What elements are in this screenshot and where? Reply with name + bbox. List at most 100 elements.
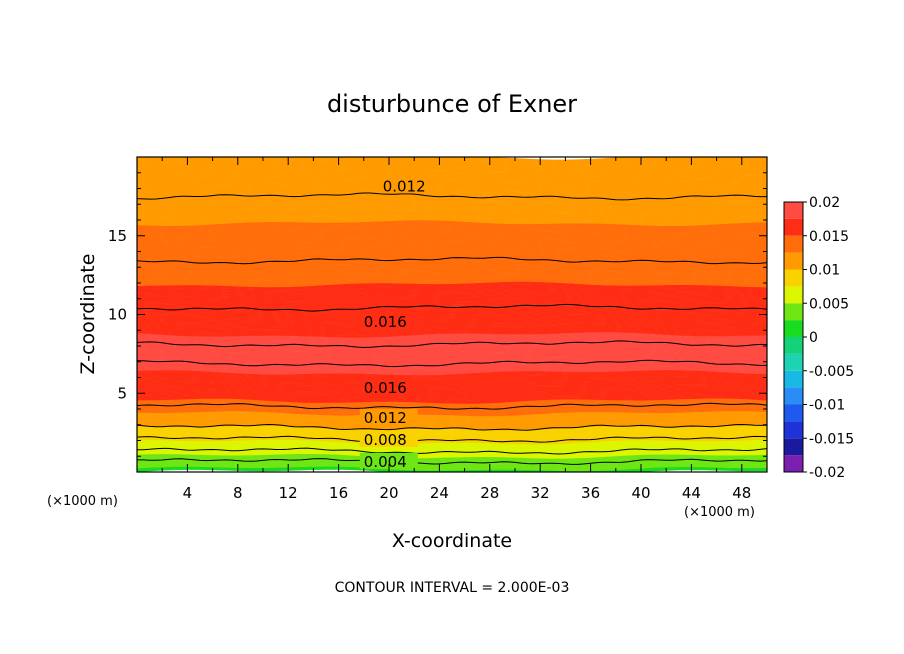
contour-band <box>137 157 767 165</box>
colorbar: 0.02 0.015 0.01 0.005 0 -0.005 -0.01 -0.015 -0.0… <box>783 195 854 481</box>
contour-label-knockout <box>359 452 418 469</box>
contour-label: 0.016 <box>364 379 407 397</box>
contour-band <box>137 248 767 256</box>
x-axis-label: X-coordinate <box>392 530 512 552</box>
x-tick-label: 12 <box>279 484 298 502</box>
contour-band <box>137 455 767 462</box>
x-tick-label: 4 <box>183 484 193 502</box>
contour-band <box>137 284 767 292</box>
contour-label: 0.012 <box>364 409 407 427</box>
contour-band <box>137 216 767 225</box>
contour-line <box>137 458 767 465</box>
colorbar-tick-label: 0 <box>809 330 818 346</box>
contour-band <box>137 387 767 395</box>
colorbar-swatch <box>784 421 803 439</box>
contour-line <box>137 303 767 312</box>
contour-band <box>137 273 767 282</box>
contour-band <box>137 264 767 272</box>
contour-band <box>137 308 767 316</box>
contour-band <box>137 204 767 212</box>
colorbar-swatch <box>784 218 803 236</box>
x-unit-label: (×1000 m) <box>684 505 755 520</box>
contour-band <box>137 344 767 352</box>
contour-band <box>137 158 767 167</box>
contour-band <box>137 335 767 343</box>
contour-band <box>137 349 767 357</box>
contour-band <box>137 376 767 384</box>
contour-band <box>137 385 767 393</box>
colorbar-swatch <box>784 252 803 270</box>
filled-contour-bands <box>137 157 767 472</box>
x-tick-label: 20 <box>379 484 398 502</box>
contour-band <box>137 355 767 363</box>
x-tick-label: 32 <box>531 484 550 502</box>
x-tick-label: 48 <box>732 484 751 502</box>
contour-band <box>137 423 767 431</box>
contour-label-knockout <box>359 378 418 395</box>
contour-band <box>137 254 767 263</box>
colorbar-tick-label: -0.02 <box>809 465 845 481</box>
x-tick-label: 40 <box>631 484 650 502</box>
contour-band <box>137 347 767 355</box>
y-axis-label: Z-coordinate <box>77 254 99 375</box>
contour-band <box>137 250 767 258</box>
contour-band <box>137 343 767 351</box>
contour-interval-note: CONTOUR INTERVAL = 2.000E-03 <box>335 580 570 596</box>
contour-band <box>137 208 767 217</box>
y-tick-label: 5 <box>117 384 127 402</box>
colorbar-tick-label: -0.01 <box>809 398 845 414</box>
contour-band <box>137 390 767 398</box>
contour-band <box>137 261 767 269</box>
contour-band <box>137 311 767 319</box>
contour-band <box>137 283 767 291</box>
contour-band <box>137 210 767 219</box>
contour-band <box>137 374 767 382</box>
contour-band <box>137 407 767 415</box>
contour-band <box>137 218 767 226</box>
colorbar-tick-label: -0.015 <box>809 431 854 447</box>
colorbar-swatch <box>784 370 803 388</box>
contour-band <box>137 157 767 162</box>
contour-band <box>137 377 767 385</box>
contour-band <box>137 322 767 330</box>
y-axis: 5 10 15 <box>108 172 767 457</box>
contour-band <box>137 404 767 412</box>
y-tick-label: 10 <box>108 306 127 324</box>
contour-line <box>137 359 767 368</box>
y-tick-label: 15 <box>108 227 127 245</box>
contour-band <box>137 212 767 220</box>
contour-band <box>137 202 767 211</box>
contour-line <box>137 423 767 431</box>
colorbar-swatch <box>784 387 803 405</box>
contour-band <box>137 328 767 336</box>
contour-band <box>137 333 767 341</box>
contour-band <box>137 157 767 164</box>
contour-band <box>137 338 767 346</box>
contour-band <box>137 324 767 332</box>
contour-band <box>137 350 767 359</box>
contour-band <box>137 330 767 338</box>
contour-band <box>137 372 767 381</box>
contour-band <box>137 327 767 335</box>
contour-band <box>137 460 767 467</box>
contour-band <box>137 259 767 267</box>
contour-band <box>137 406 767 414</box>
contour-band <box>137 160 767 168</box>
contour-band <box>137 456 767 464</box>
contour-band <box>137 363 767 371</box>
colorbar-tick-label: 0.005 <box>809 296 849 312</box>
contour-band <box>137 268 767 277</box>
contour-band <box>137 380 767 388</box>
contour-band <box>137 215 767 223</box>
contour-band <box>137 452 767 459</box>
colorbar-swatch <box>784 269 803 287</box>
contour-band <box>137 466 767 472</box>
contour-band <box>137 410 767 418</box>
contour-band <box>137 415 767 423</box>
contour-band <box>137 463 767 470</box>
contour-line <box>137 447 767 455</box>
contour-band <box>137 309 767 318</box>
contour-band <box>137 365 767 373</box>
contour-band <box>137 320 767 329</box>
